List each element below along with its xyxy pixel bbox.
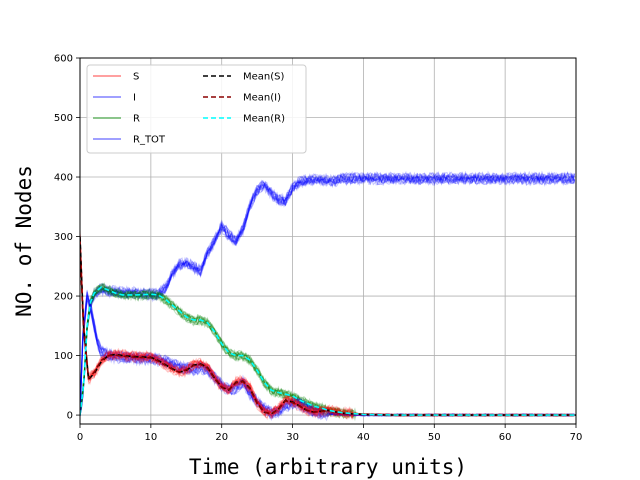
series-mean-i: [80, 248, 576, 416]
run-line: [80, 173, 575, 417]
run-line: [80, 171, 576, 416]
legend-item-r: R: [93, 114, 140, 125]
legend-frame: [86, 64, 307, 154]
run-line: [80, 175, 576, 416]
legend-label: I: [133, 93, 136, 104]
legend-item-mean-i: Mean(I): [203, 93, 281, 104]
y-tick-label: 200: [54, 292, 73, 303]
legend-label: R: [133, 114, 140, 125]
x-tick-label: 60: [499, 432, 512, 443]
axis-ticks: 0 10 20 30 40 50 60 70 0 100 200 300 400 500 600: [54, 54, 582, 444]
run-line: [80, 175, 576, 416]
run-line: [80, 286, 575, 422]
run-line: [80, 175, 575, 416]
x-tick-label: 10: [144, 432, 157, 443]
x-axis-label: Time (arbitrary units): [189, 455, 467, 479]
x-tick-label: 40: [357, 432, 370, 443]
run-line: [80, 171, 576, 415]
y-tick-label: 100: [54, 351, 73, 362]
series-r-tot: [80, 170, 576, 417]
y-tick-label: 400: [54, 173, 73, 184]
x-tick-label: 0: [77, 432, 83, 443]
legend-item-r-tot: R_TOT: [93, 135, 166, 146]
legend-item-i: I: [93, 93, 136, 104]
series-layer: [80, 170, 576, 422]
mean-line: [80, 248, 576, 416]
y-tick-label: 300: [54, 232, 73, 243]
run-line: [80, 230, 575, 416]
plot-frame: [79, 57, 577, 425]
legend-label: Mean(I): [243, 93, 281, 104]
y-tick-label: 0: [67, 411, 73, 422]
y-tick-label: 600: [54, 54, 73, 65]
run-line: [80, 289, 575, 416]
run-line: [80, 174, 576, 417]
run-line: [80, 173, 576, 416]
legend-label: Mean(S): [243, 72, 284, 83]
run-line: [80, 170, 576, 415]
legend-item-mean-r: Mean(R): [203, 114, 285, 125]
series-mean-r: [80, 286, 576, 416]
run-line: [80, 173, 576, 416]
run-line: [80, 175, 576, 417]
run-line: [80, 170, 575, 416]
legend-label: S: [133, 72, 139, 83]
legend-label: Mean(R): [243, 114, 285, 125]
legend-item-s: S: [93, 72, 139, 83]
legend-label: R_TOT: [133, 135, 166, 146]
run-line: [80, 171, 575, 415]
run-line: [80, 235, 575, 416]
x-tick-label: 30: [286, 432, 299, 443]
x-tick-label: 70: [570, 432, 583, 443]
y-axis-label: NO. of Nodes: [12, 165, 36, 317]
y-tick-label: 500: [54, 113, 73, 124]
mean-line: [80, 286, 576, 416]
run-line: [80, 171, 576, 416]
x-tick-label: 20: [215, 432, 228, 443]
legend: SIR R_TOT Mean(S) Mean(I) Mean(R): [86, 64, 307, 154]
run-line: [80, 173, 575, 417]
x-tick-label: 50: [428, 432, 441, 443]
run-line: [80, 173, 576, 415]
legend-item-mean-s: Mean(S): [203, 72, 284, 83]
